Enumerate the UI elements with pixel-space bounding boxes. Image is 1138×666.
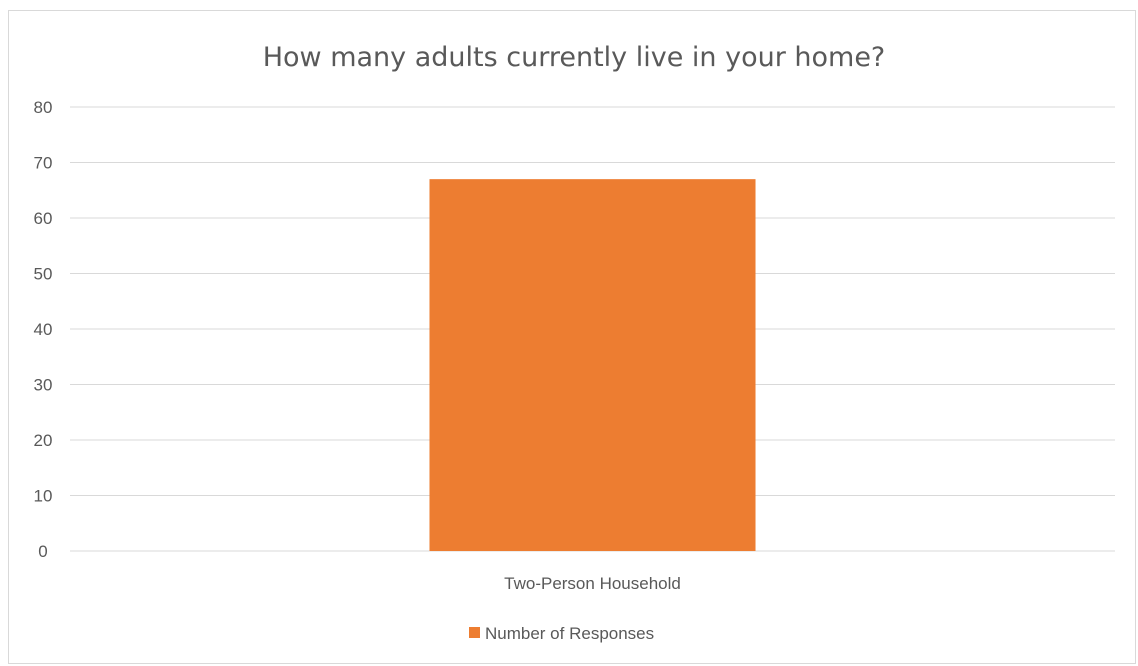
y-tick-label: 40 — [34, 320, 53, 339]
y-tick-label: 20 — [34, 431, 53, 450]
legend: Number of Responses — [469, 624, 654, 643]
y-tick-label: 30 — [34, 376, 53, 395]
bars — [429, 179, 756, 551]
y-tick-label: 80 — [34, 98, 53, 117]
y-tick-label: 50 — [34, 265, 53, 284]
x-axis-categories: Two-Person Household — [504, 574, 681, 593]
y-tick-label: 10 — [34, 487, 53, 506]
legend-label: Number of Responses — [485, 624, 654, 643]
chart-title: How many adults currently live in your h… — [263, 42, 886, 73]
y-tick-label: 60 — [34, 209, 53, 228]
y-tick-label: 0 — [38, 542, 47, 561]
x-category-label: Two-Person Household — [504, 574, 681, 593]
y-axis-ticks: 0 10 20 30 40 50 60 70 80 — [34, 98, 53, 561]
bar — [429, 179, 756, 551]
y-tick-label: 70 — [34, 154, 53, 173]
legend-swatch — [469, 627, 480, 638]
